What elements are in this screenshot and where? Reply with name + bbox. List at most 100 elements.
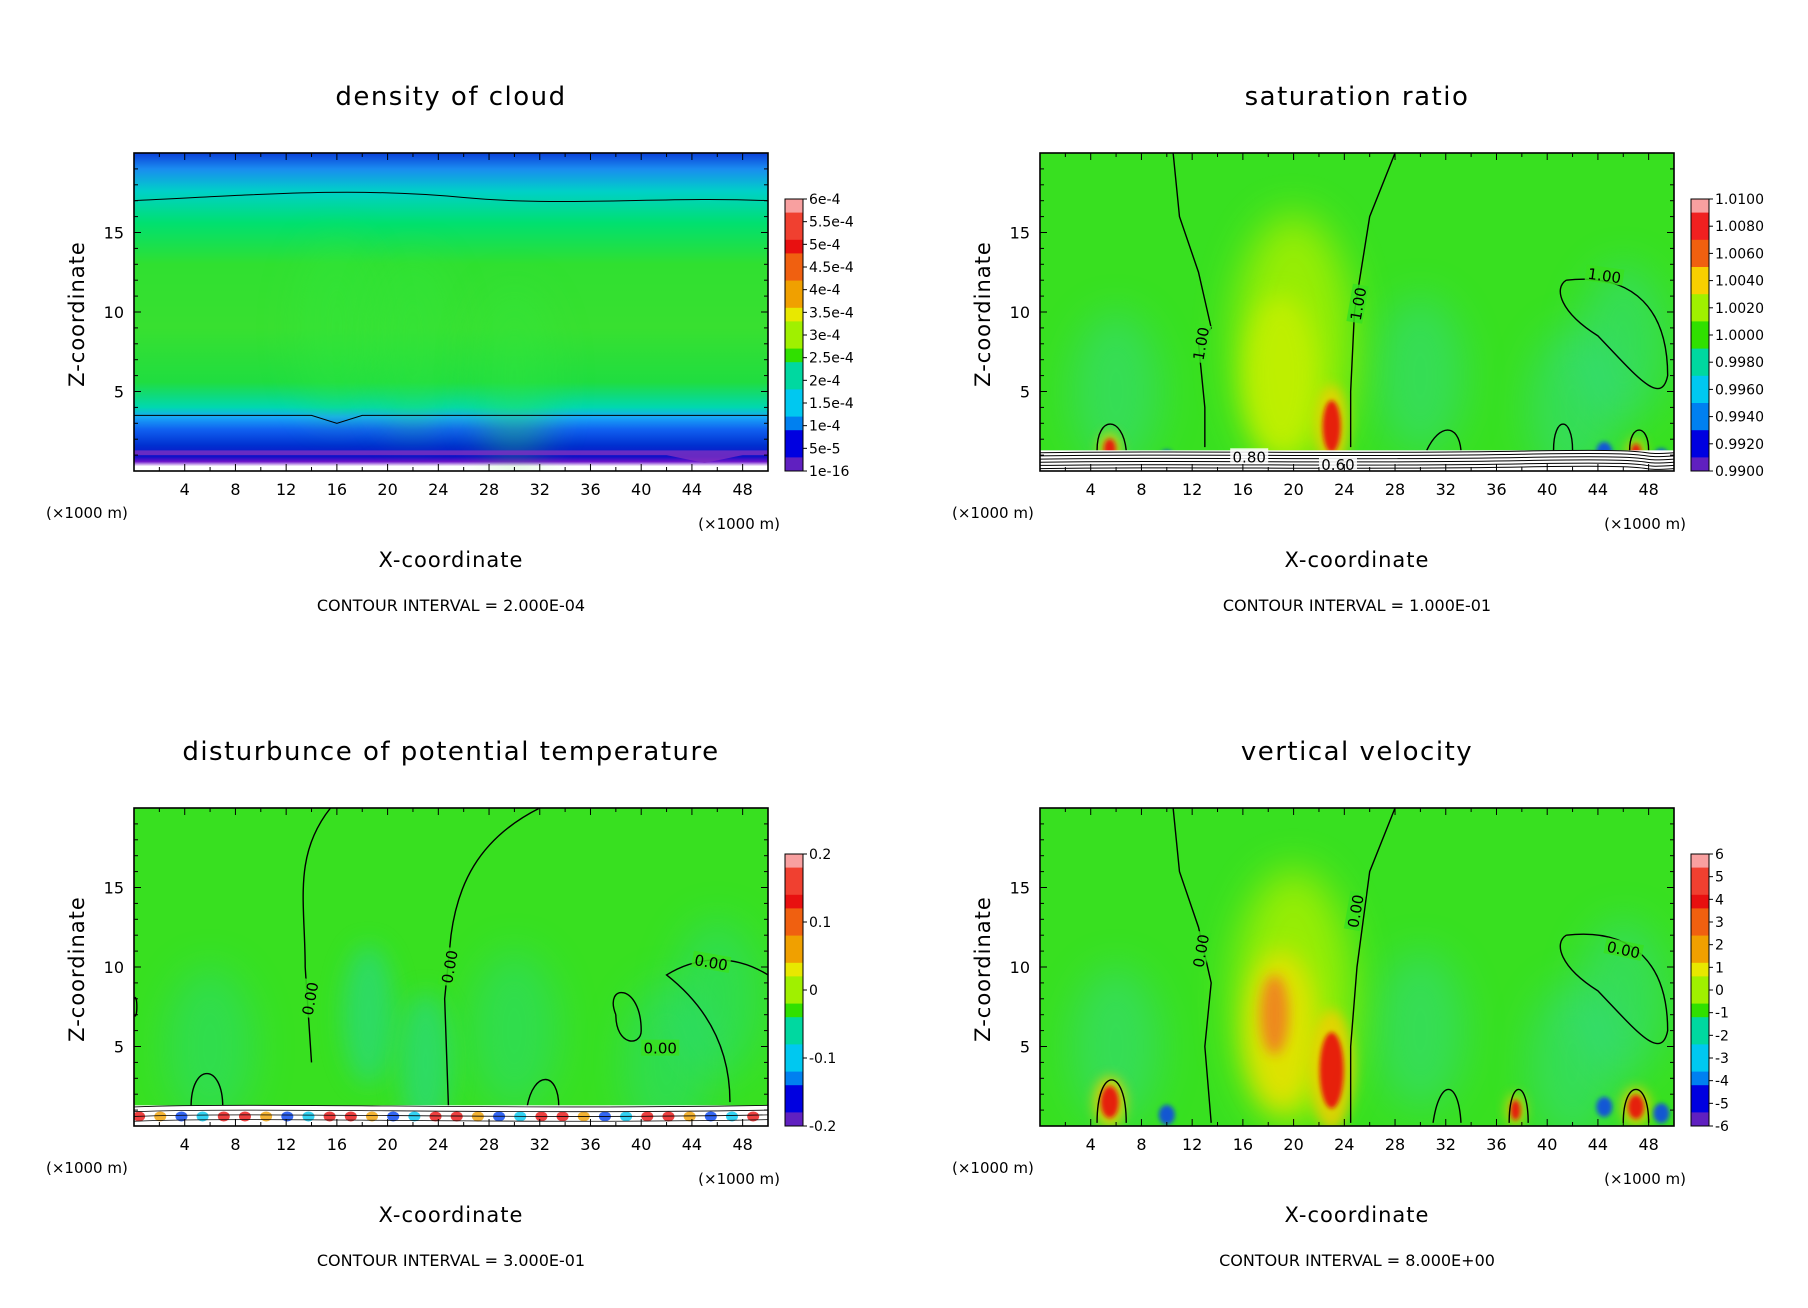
y-tick-label: 5 <box>1020 383 1030 402</box>
contour-label: 0.00 <box>644 1040 677 1058</box>
x-tick-label: 4 <box>1086 1135 1096 1154</box>
colorbar-label: 1.0020 <box>1715 301 1764 317</box>
plot-area: 0.00 0.00 0.00 0.00 <box>134 808 768 1126</box>
panel-title: vertical velocity <box>1241 737 1473 767</box>
x-unit-label-right: (×1000 m) <box>1604 515 1686 533</box>
x-tick-label: 16 <box>327 480 347 499</box>
x-unit-label-left: (×1000 m) <box>952 1159 1034 1177</box>
x-tick-label: 8 <box>230 1135 240 1154</box>
x-tick-label: 36 <box>1486 1135 1506 1154</box>
x-tick-label: 24 <box>1334 480 1354 499</box>
colorbar-label: 0.9940 <box>1715 410 1764 426</box>
colorbar-label: 0 <box>1715 983 1724 999</box>
x-tick-label: 12 <box>276 480 296 499</box>
colorbar-label: 2 <box>1715 938 1724 954</box>
colorbar-label: -1 <box>1715 1006 1729 1022</box>
y-tick-label: 15 <box>1010 879 1030 898</box>
x-tick-label: 12 <box>1182 480 1202 499</box>
contour-label: 0.00 <box>1190 933 1214 969</box>
x-tick-label: 8 <box>1136 480 1146 499</box>
colorbar-label: 5.5e-4 <box>809 215 854 231</box>
x-tick-label: 8 <box>230 480 240 499</box>
colorbar-label: -0.2 <box>809 1119 836 1135</box>
colorbar-label: 1.0100 <box>1715 192 1764 208</box>
x-tick-label: 12 <box>276 1135 296 1154</box>
contour-label: 0.60 <box>1321 456 1354 474</box>
x-tick-label: 20 <box>377 480 397 499</box>
x-tick-label: 44 <box>682 1135 702 1154</box>
contour-label: 0.00 <box>299 981 323 1017</box>
x-unit-label-left: (×1000 m) <box>46 1159 128 1177</box>
plot-area: 0.000.000.00 <box>1040 808 1674 1126</box>
x-tick-label: 44 <box>1588 480 1608 499</box>
colorbar-label: 3 <box>1715 915 1724 931</box>
x-tick-label: 40 <box>631 1135 651 1154</box>
y-axis-label: Z-coordinate <box>65 241 89 387</box>
colorbar-label: 4.5e-4 <box>809 260 854 276</box>
colorbar-label: -0.1 <box>809 1051 836 1067</box>
x-tick-label: 20 <box>377 1135 397 1154</box>
colorbar: 0.2 0.1 0 -0.1 -0.2 <box>784 847 836 1135</box>
contour-label: 0.00 <box>693 951 729 975</box>
colorbar-label: 4 <box>1715 892 1724 908</box>
x-axis-label: X-coordinate <box>379 548 524 572</box>
x-tick-label: 28 <box>479 480 499 499</box>
x-unit-label-right: (×1000 m) <box>1604 1170 1686 1188</box>
x-tick-label: 48 <box>732 1135 752 1154</box>
panel-3: disturbunce of potential temperature 0.00… <box>46 737 836 1270</box>
colorbar-label: 5 <box>1715 870 1724 886</box>
x-tick-label: 32 <box>530 480 550 499</box>
contour-label: 0.80 <box>1233 448 1266 466</box>
colorbar-label: 0 <box>809 983 818 999</box>
x-tick-label: 4 <box>1086 480 1096 499</box>
colorbar-label: -2 <box>1715 1028 1729 1044</box>
colorbar-label: 1.0080 <box>1715 219 1764 235</box>
colorbar-label: 3.5e-4 <box>809 305 854 321</box>
colorbar-label: 6 <box>1715 847 1724 863</box>
colorbar-label: 1.0000 <box>1715 328 1764 344</box>
x-tick-label: 32 <box>1436 1135 1456 1154</box>
contour-label: 1.00 <box>1587 265 1623 287</box>
x-tick-label: 20 <box>1283 480 1303 499</box>
x-tick-label: 16 <box>327 1135 347 1154</box>
x-tick-label: 32 <box>530 1135 550 1154</box>
panel-title: density of cloud <box>335 82 566 112</box>
contour-label: 1.00 <box>1190 326 1214 362</box>
contour-interval: CONTOUR INTERVAL = 8.000E+00 <box>1219 1251 1495 1270</box>
x-tick-label: 36 <box>580 1135 600 1154</box>
colorbar-label: 0.9920 <box>1715 437 1764 453</box>
colorbar-label: 3e-4 <box>809 328 841 344</box>
colorbar: 6 5 4 3 2 1 0 -1 -2 -3 -4 -5 -6 <box>1690 847 1729 1135</box>
contour-label: 1.00 <box>1347 286 1371 322</box>
colorbar-label: 1.0040 <box>1715 274 1764 290</box>
x-tick-label: 24 <box>428 480 448 499</box>
colorbar-label: 0.2 <box>809 847 831 863</box>
x-tick-label: 28 <box>479 1135 499 1154</box>
plot-area <box>134 153 768 471</box>
panel-title: disturbunce of potential temperature <box>182 737 719 767</box>
y-axis-label: Z-coordinate <box>971 241 995 387</box>
x-tick-label: 4 <box>180 480 190 499</box>
colorbar-label: 0.9960 <box>1715 382 1764 398</box>
x-tick-label: 16 <box>1233 1135 1253 1154</box>
plot-area: 1.00 1.00 1.00 0.80 0.60 <box>1040 153 1674 474</box>
colorbar-label: -6 <box>1715 1119 1729 1135</box>
x-tick-label: 40 <box>631 480 651 499</box>
colorbar-label: 1.0060 <box>1715 246 1764 262</box>
x-tick-label: 8 <box>1136 1135 1146 1154</box>
colorbar-label: 1.5e-4 <box>809 396 854 412</box>
x-tick-label: 12 <box>1182 1135 1202 1154</box>
colorbar: 6e-4 5.5e-4 5e-4 4.5e-4 4e-4 3.5e-4 3e-4 2.5e-4… <box>784 192 854 480</box>
contour-interval: CONTOUR INTERVAL = 3.000E-01 <box>317 1251 585 1270</box>
colorbar-label: 2e-4 <box>809 373 841 389</box>
colorbar-label: -5 <box>1715 1096 1729 1112</box>
x-tick-label: 20 <box>1283 1135 1303 1154</box>
x-tick-label: 44 <box>1588 1135 1608 1154</box>
x-tick-label: 36 <box>580 480 600 499</box>
colorbar-label: -4 <box>1715 1074 1729 1090</box>
x-tick-label: 4 <box>180 1135 190 1154</box>
colorbar-label: 1e-4 <box>809 419 841 435</box>
